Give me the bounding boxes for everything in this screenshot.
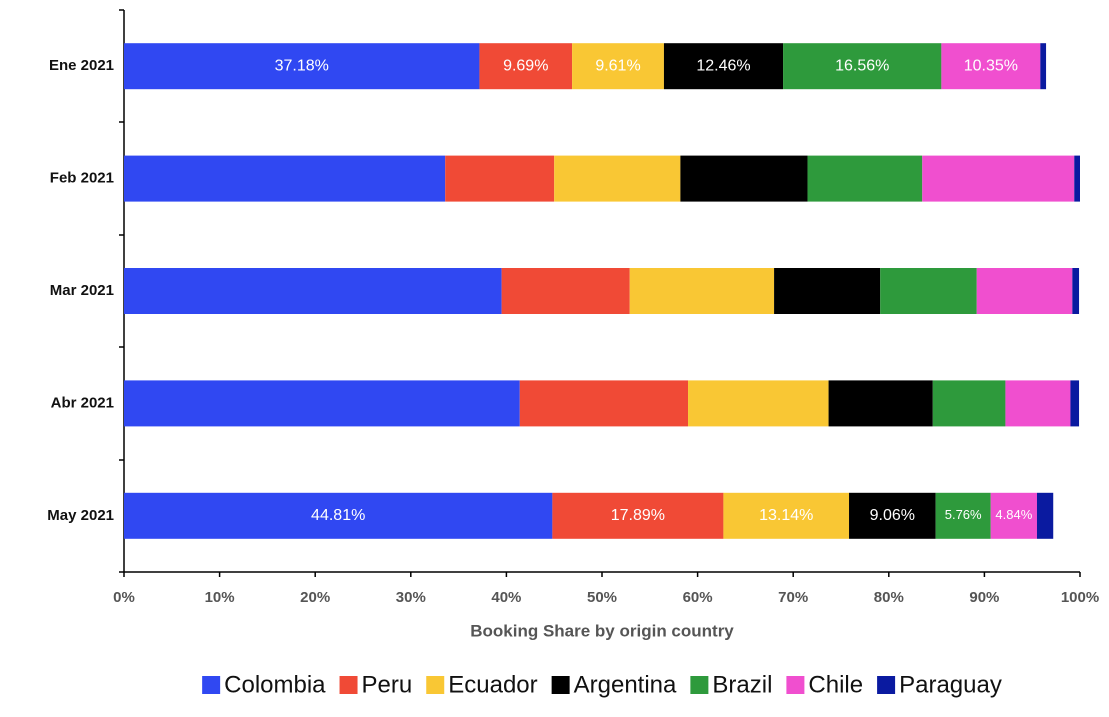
bar-segment — [554, 155, 681, 202]
data-label: 16.56% — [835, 57, 889, 74]
data-label: 4.84% — [995, 507, 1032, 522]
bar-segment — [849, 492, 936, 539]
bar-segment — [445, 155, 555, 202]
x-tick-label: 100% — [1061, 589, 1099, 606]
y-tick-label: Feb 2021 — [50, 170, 114, 187]
legend-swatch — [786, 676, 805, 694]
legend-swatch — [202, 676, 221, 694]
y-tick-label: Mar 2021 — [50, 282, 114, 299]
legend-swatch — [551, 676, 570, 694]
bar-segment — [680, 155, 808, 202]
data-label: 5.76% — [945, 507, 982, 522]
bar-segment — [976, 268, 1073, 314]
bar-segment — [932, 380, 1006, 427]
x-tick-label: 20% — [300, 589, 330, 606]
bar-segment — [1072, 268, 1080, 314]
data-label: 10.35% — [964, 57, 1018, 74]
bar-segment — [663, 43, 784, 90]
data-label: 12.46% — [696, 57, 750, 74]
legend-swatch — [690, 676, 709, 694]
x-tick-label: 0% — [113, 589, 135, 606]
data-label: 44.81% — [311, 507, 365, 524]
bar-segment — [629, 268, 775, 314]
y-axis-ticks — [119, 9, 124, 573]
data-label: 37.18% — [275, 57, 329, 74]
x-tick-label: 80% — [874, 589, 904, 606]
legend-swatch — [426, 676, 445, 694]
bar-segment — [124, 492, 553, 539]
data-label: 13.14% — [759, 507, 813, 524]
data-label: 9.06% — [870, 507, 915, 524]
legend-label: Brazil — [712, 671, 772, 698]
bar-segment — [880, 268, 977, 314]
legend-swatch — [877, 676, 896, 694]
legend-label: Chile — [808, 671, 863, 698]
bar-segment — [552, 492, 724, 539]
bar-segment — [807, 155, 923, 202]
bar-segment — [1040, 43, 1047, 90]
bar-segment — [124, 268, 502, 314]
bar-segment — [774, 268, 881, 314]
x-tick-label: 90% — [969, 589, 999, 606]
bar-segment — [723, 492, 850, 539]
bar-segment — [519, 380, 689, 427]
bar-segment — [501, 268, 630, 314]
legend-label: Paraguay — [899, 671, 1002, 698]
x-tick-label: 60% — [683, 589, 713, 606]
bar-segment — [935, 492, 991, 539]
bar-segment — [1036, 492, 1054, 539]
bar-segment — [1074, 155, 1080, 202]
legend-label: Argentina — [574, 671, 677, 698]
data-label: 9.69% — [503, 57, 548, 74]
bar-segment — [124, 380, 520, 427]
legend-label: Peru — [362, 671, 413, 698]
legend: Colombia Peru Ecuador Argentina Brazil Chile P… — [202, 671, 1002, 698]
bar-segment — [922, 155, 1075, 202]
x-tick-label: 30% — [396, 589, 426, 606]
bar-segment — [124, 43, 480, 90]
legend-label: Ecuador — [448, 671, 537, 698]
bar-segment — [688, 380, 829, 427]
x-tick-label: 40% — [491, 589, 521, 606]
data-label: 9.61% — [595, 57, 640, 74]
data-label: 17.89% — [611, 507, 665, 524]
x-tick-label: 50% — [587, 589, 617, 606]
legend-label: Colombia — [224, 671, 326, 698]
bar-segment — [1005, 380, 1071, 427]
bar-segment — [479, 43, 573, 90]
bar-segment — [783, 43, 942, 90]
bar-segment — [572, 43, 664, 90]
x-tick-label: 10% — [205, 589, 235, 606]
y-tick-label: May 2021 — [47, 507, 114, 524]
bar-segment — [941, 43, 1041, 90]
x-tick-label: 70% — [778, 589, 808, 606]
y-tick-label: Ene 2021 — [49, 57, 114, 74]
bar-segment — [828, 380, 933, 427]
bar-segment — [124, 155, 446, 202]
x-axis-title: Booking Share by origin country — [470, 621, 734, 640]
y-tick-label: Abr 2021 — [51, 394, 114, 411]
legend-swatch — [339, 676, 358, 694]
bar-segment — [990, 492, 1037, 539]
bar-segment — [1070, 380, 1080, 427]
